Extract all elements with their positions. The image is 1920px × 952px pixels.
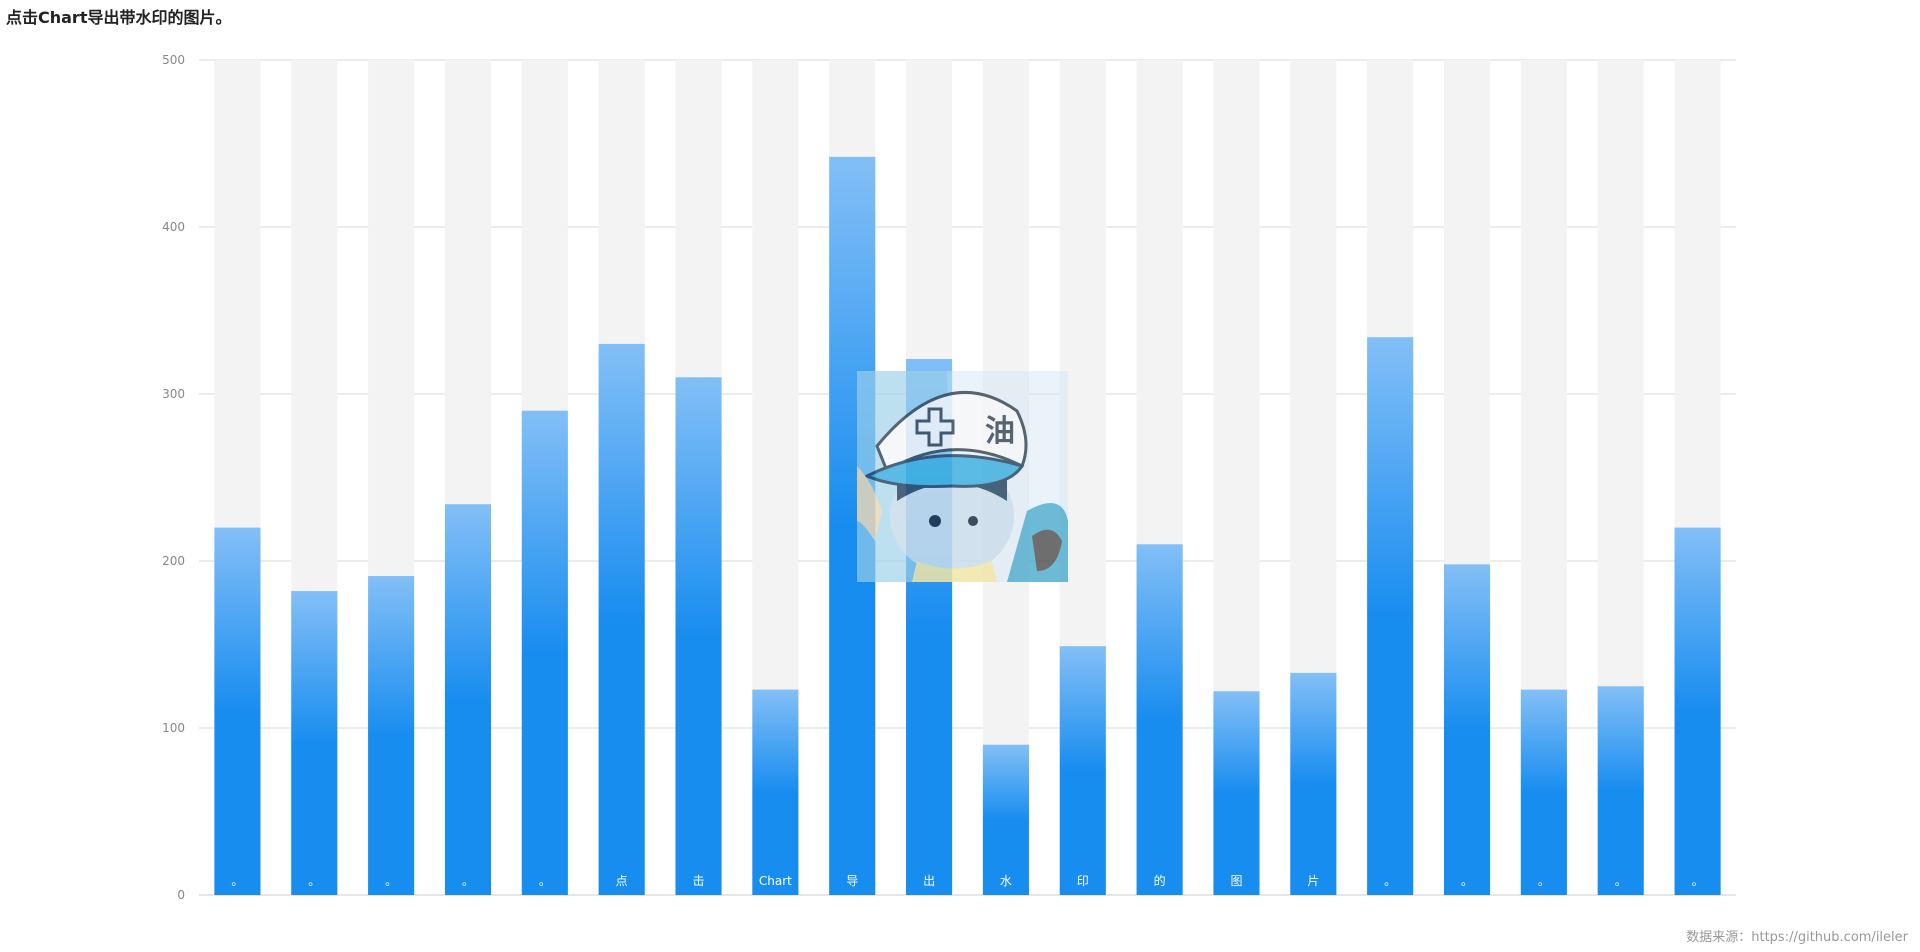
bar[interactable]	[1367, 337, 1414, 896]
bar-label: 。	[308, 874, 320, 888]
bar[interactable]	[1597, 686, 1644, 895]
y-tick-label: 500	[162, 53, 185, 67]
bar-label: 。	[1692, 874, 1704, 888]
bar[interactable]	[982, 744, 1029, 895]
bar[interactable]	[521, 410, 568, 895]
bar-label: 的	[1154, 873, 1166, 888]
bar[interactable]	[1674, 527, 1721, 895]
bar[interactable]	[368, 576, 415, 895]
bar-labels: 。 。 。 。 。 点 击 Chart 导 出 水 印 的 图 片 。 。 。 。 。	[231, 873, 1703, 888]
bar[interactable]	[1213, 691, 1260, 895]
bar[interactable]	[752, 689, 799, 895]
bar-label: 。	[1461, 874, 1473, 888]
y-tick-label: 300	[162, 387, 185, 401]
bar-label: 。	[1615, 874, 1627, 888]
svg-text:油: 油	[985, 414, 1015, 449]
watermark-avatar: 油	[857, 371, 1068, 582]
bar-label: 片	[1307, 874, 1319, 888]
bar[interactable]	[214, 527, 261, 895]
page-title: 点击Chart导出带水印的图片。	[6, 8, 232, 27]
bar-label: 出	[923, 874, 935, 888]
bar-label: 。	[385, 874, 397, 888]
data-source[interactable]: 数据来源：https://github.com/ileler	[1686, 930, 1908, 945]
bar[interactable]	[291, 591, 338, 895]
bar-label: 。	[462, 874, 474, 888]
y-tick-label: 200	[162, 554, 185, 568]
bar-label: 。	[539, 874, 551, 888]
y-tick-label: 400	[162, 220, 185, 234]
bar[interactable]	[1136, 544, 1183, 895]
bar-label: 印	[1077, 874, 1089, 888]
bar-label: 。	[1538, 874, 1550, 888]
bar[interactable]	[1443, 564, 1491, 895]
bar-label: 导	[846, 874, 858, 888]
bar-label: 。	[1384, 874, 1396, 888]
bar[interactable]	[675, 377, 722, 895]
bar-label: 图	[1230, 874, 1242, 888]
bar-label: 击	[693, 874, 705, 888]
bar[interactable]	[1520, 689, 1567, 895]
bar-label: 水	[1000, 874, 1012, 888]
bar-label: Chart	[759, 874, 792, 888]
bar-label: 。	[231, 874, 243, 888]
bar[interactable]	[444, 504, 492, 895]
bar[interactable]	[1290, 672, 1337, 895]
y-tick-label: 100	[162, 721, 185, 735]
bar-label: 点	[616, 874, 628, 888]
y-axis: 0 100 200 300 400 500	[162, 53, 185, 902]
bar[interactable]	[598, 343, 645, 895]
y-tick-label: 0	[177, 888, 185, 902]
bar[interactable]	[1059, 646, 1106, 895]
